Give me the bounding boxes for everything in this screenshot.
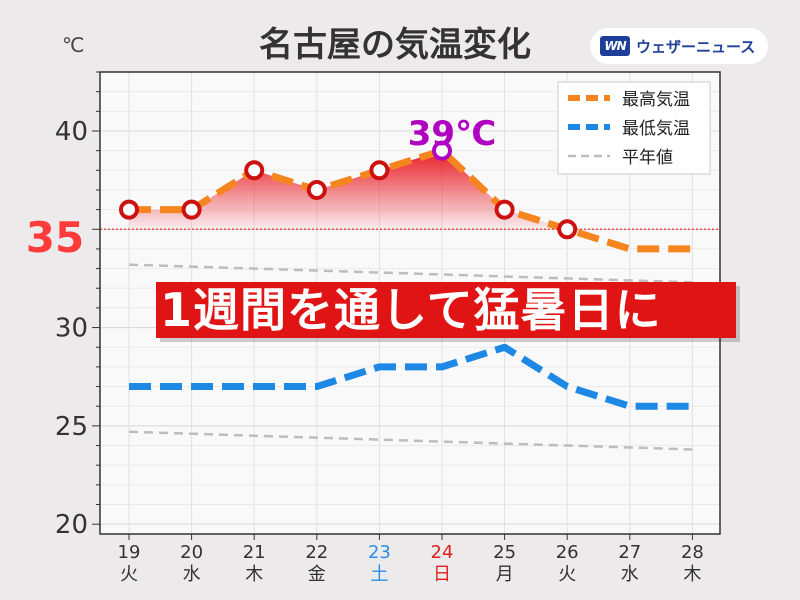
peak-temp-label: 39℃ (408, 114, 497, 154)
y-tick-label: 40 (55, 117, 88, 147)
threshold-label: 35 (26, 213, 84, 262)
x-tick-weekday: 日 (433, 564, 451, 585)
x-tick-weekday: 月 (496, 564, 514, 585)
legend-min-label: 最低気温 (622, 119, 690, 139)
x-tick-date: 27 (618, 542, 641, 563)
x-tick-weekday: 土 (370, 564, 388, 585)
x-tick-weekday: 金 (308, 564, 326, 585)
x-tick-date: 23 (368, 542, 391, 563)
max-temp-marker (306, 179, 327, 200)
x-tick-weekday: 木 (245, 564, 263, 585)
peak-marker (432, 140, 452, 161)
x-tick-date: 28 (681, 542, 704, 563)
y-tick-label: 30 (55, 314, 88, 344)
max-temp-marker (557, 219, 578, 240)
x-tick-date: 25 (493, 542, 516, 563)
x-tick-date: 20 (180, 542, 203, 563)
max-temp-marker (244, 160, 265, 181)
x-tick-date: 21 (243, 542, 266, 563)
x-tick-date: 24 (431, 542, 454, 563)
x-tick-weekday: 木 (683, 564, 701, 585)
series-lines (129, 147, 693, 410)
chart-title: 名古屋の気温変化 (259, 25, 531, 65)
max-temp-marker (119, 199, 139, 220)
x-tick-date: 19 (118, 542, 141, 563)
x-tick-date: 26 (556, 542, 579, 563)
x-tick-date: 22 (305, 542, 328, 563)
legend: 最高気温 最低気温 平年値 (557, 81, 711, 175)
y-tick-label: 20 (55, 510, 88, 540)
x-tick-weekday: 水 (621, 564, 639, 585)
y-axis-unit: ℃ (62, 33, 84, 57)
brand-mark-icon: WN (600, 36, 630, 56)
max-temp-markers (119, 140, 578, 240)
max-temp-marker (369, 160, 390, 181)
x-tick-weekday: 火 (120, 564, 138, 585)
normal-line-normal_max (128, 263, 693, 284)
headline-text: 1週間を通して猛暑日に (160, 283, 662, 337)
legend-max-label: 最高気温 (622, 90, 690, 110)
normal-lines (128, 263, 693, 451)
min-temp-line (129, 343, 693, 410)
legend-normal-label: 平年値 (622, 148, 673, 168)
brand-logo: WN ウェザーニュース (590, 28, 768, 64)
max-temp-line (129, 147, 693, 253)
headline-banner: 1週間を通して猛暑日に (156, 282, 736, 338)
max-temp-marker (494, 199, 515, 220)
x-tick-weekday: 水 (183, 564, 201, 585)
brand-name: ウェザーニュース (636, 37, 756, 56)
normal-line-normal_min (128, 430, 693, 451)
legend-box (557, 81, 711, 175)
max-temp-fill (129, 150, 568, 230)
y-tick-label: 25 (55, 412, 88, 442)
max-temp-marker (181, 199, 202, 220)
x-tick-weekday: 火 (558, 564, 576, 585)
hot-area (129, 150, 568, 230)
